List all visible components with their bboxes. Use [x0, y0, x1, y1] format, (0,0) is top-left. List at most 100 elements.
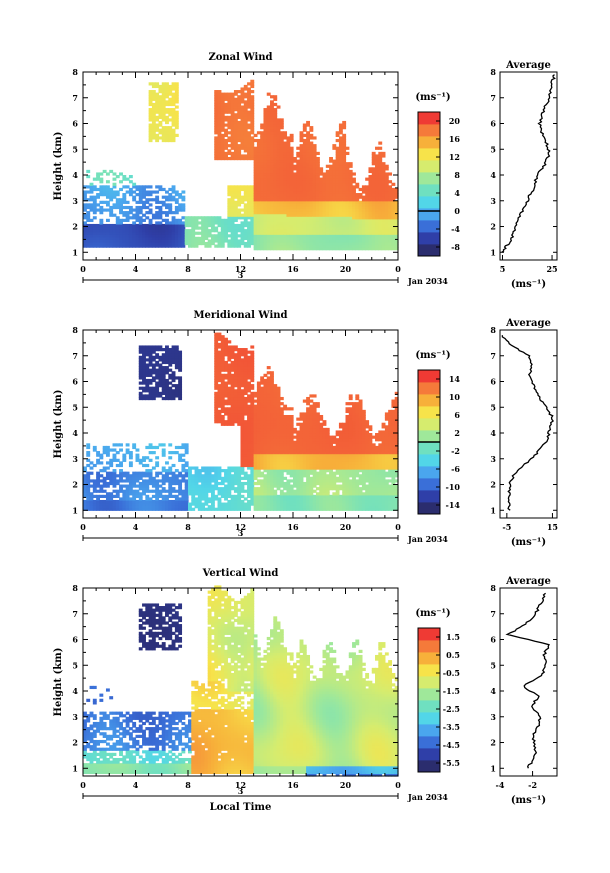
heatmap-cell: [230, 479, 235, 483]
heatmap-cell: [233, 113, 238, 117]
heatmap-cell: [247, 507, 251, 511]
heatmap-cell: [296, 231, 301, 235]
heatmap-cell: [165, 203, 169, 207]
heatmap-cell: [83, 203, 87, 207]
heatmap-cell: [145, 394, 150, 398]
heatmap-cell: [227, 108, 232, 112]
heatmap-cell: [224, 144, 228, 148]
heatmap-cell: [240, 376, 245, 380]
heatmap-cell: [86, 471, 91, 475]
heatmap-cell: [237, 378, 242, 383]
heatmap-cell: [178, 218, 183, 222]
heatmap-cell: [335, 162, 340, 166]
heatmap-cell: [247, 208, 251, 212]
heatmap-cell: [204, 221, 209, 225]
heatmap-cell: [214, 229, 219, 233]
heatmap-cell: [197, 239, 202, 243]
heatmap-cell: [132, 185, 137, 189]
heatmap-cell: [352, 247, 356, 251]
heatmap-cell: [165, 90, 169, 94]
heatmap-cell: [338, 136, 343, 140]
heatmap-cell: [135, 244, 140, 248]
heatmap-cell: [371, 156, 376, 161]
heatmap-cell: [253, 239, 258, 243]
heatmap-cell: [148, 244, 153, 248]
heatmap-cell: [247, 476, 251, 480]
heatmap-cell: [224, 102, 228, 107]
heatmap-cell: [217, 131, 222, 135]
heatmap-cell: [138, 396, 143, 401]
heatmap-cell: [168, 507, 173, 511]
heatmap-cell: [122, 507, 127, 511]
heatmap-cell: [174, 190, 179, 194]
heatmap-cell: [227, 479, 232, 483]
heatmap-cell: [266, 425, 271, 429]
heatmap-cell: [388, 200, 393, 204]
heatmap-cell: [240, 409, 245, 414]
heatmap-cell: [342, 229, 347, 233]
heatmap-cell: [253, 404, 258, 408]
heatmap-cell: [335, 236, 340, 240]
heatmap-cell: [309, 221, 314, 225]
heatmap-cell: [122, 497, 127, 501]
heatmap-cell: [214, 118, 219, 122]
heatmap-cell: [168, 241, 173, 246]
heatmap-cell: [171, 92, 176, 96]
heatmap-cell: [142, 505, 146, 509]
heatmap-cell: [342, 141, 347, 145]
heatmap-cell: [342, 133, 347, 137]
heatmap-cell: [266, 463, 271, 468]
heatmap-cell: [217, 384, 222, 388]
heatmap-cell: [263, 156, 268, 161]
heatmap-cell: [224, 412, 228, 416]
heatmap-cell: [174, 345, 179, 349]
heatmap-cell: [171, 128, 176, 132]
heatmap-cell: [342, 198, 347, 202]
heatmap-cell: [165, 198, 169, 202]
heatmap-cell: [250, 414, 255, 419]
heatmap-cell: [237, 474, 242, 478]
heatmap-cell: [338, 151, 343, 156]
heatmap-cell: [243, 445, 248, 450]
heatmap-cell: [247, 100, 251, 104]
heatmap-cell: [233, 138, 238, 143]
heatmap-cell: [296, 185, 301, 189]
heatmap-cell: [306, 213, 311, 217]
heatmap-cell: [253, 154, 258, 158]
heatmap-cell: [148, 386, 153, 390]
heatmap-cell: [348, 247, 353, 251]
heatmap-cell: [178, 505, 183, 509]
heatmap-cell: [128, 453, 133, 457]
heatmap-cell: [220, 368, 225, 372]
heatmap-cell: [109, 499, 114, 504]
heatmap-cell: [247, 386, 251, 390]
heatmap-cell: [214, 384, 219, 388]
heatmap-cell: [332, 146, 337, 150]
heatmap-cell: [260, 151, 265, 156]
heatmap-cell: [368, 190, 373, 194]
heatmap-cell: [214, 337, 219, 341]
heatmap-cell: [260, 422, 265, 426]
heatmap-cell: [253, 507, 258, 511]
heatmap-cell: [102, 226, 107, 230]
heatmap-cell: [250, 479, 255, 483]
heatmap-cell: [181, 474, 186, 478]
heatmap-cell: [92, 223, 97, 228]
heatmap-cell: [256, 427, 261, 432]
heatmap-cell: [247, 87, 251, 91]
heatmap-cell: [263, 448, 268, 452]
heatmap-cell: [112, 453, 117, 457]
heatmap-cell: [135, 193, 140, 197]
heatmap-cell: [299, 229, 304, 233]
heatmap-cell: [168, 505, 173, 509]
heatmap-cell: [237, 193, 242, 197]
heatmap-cell: [355, 193, 360, 197]
heatmap-cell: [227, 218, 232, 222]
heatmap-cell: [256, 195, 261, 199]
heatmap-cell: [128, 175, 133, 179]
heatmap-cell: [237, 399, 242, 403]
heatmap-cell: [188, 218, 192, 222]
heatmap-cell: [315, 180, 320, 184]
heatmap-cell: [368, 229, 373, 233]
heatmap-cell: [243, 236, 248, 240]
